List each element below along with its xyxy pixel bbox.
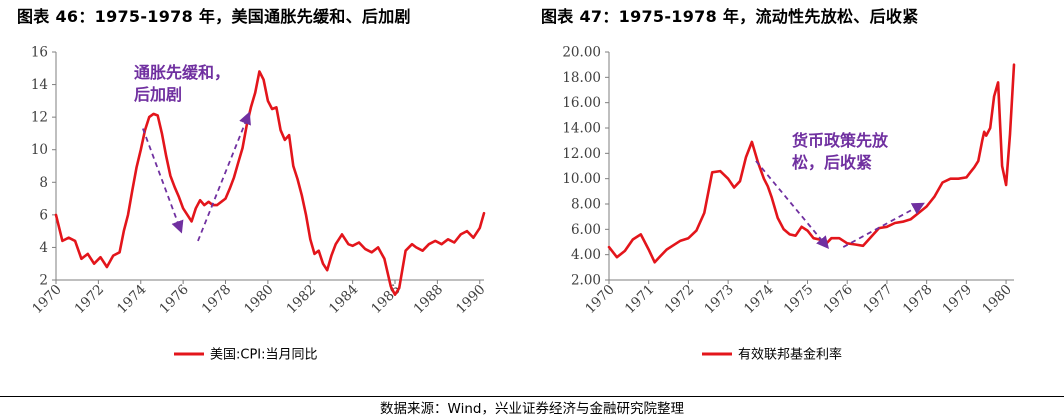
x-tick-label: 1979 [940,282,976,318]
trend-arrow [197,111,251,242]
y-tick-label: 2.00 [571,273,601,289]
x-tick-label: 1976 [820,282,856,318]
trend-arrow [755,160,829,250]
annotation-text: 后加剧 [134,85,182,104]
x-tick-label: 1973 [701,282,737,318]
x-tick-label: 1978 [900,282,936,318]
left-chart-title: 图表 46：1975-1978 年，美国通胀先缓和、后加剧 [17,7,411,26]
x-tick-label: 1975 [781,282,817,318]
trend-arrow [142,128,184,234]
legend-label: 有效联邦基金利率 [738,347,842,363]
annotation-text: 货币政策先放 [792,131,889,150]
y-tick-label: 14.00 [562,121,601,137]
y-tick-label: 6.00 [571,222,601,238]
y-tick-label: 8.00 [571,197,601,213]
trend-arrow [842,202,925,248]
x-tick-label: 1977 [860,282,896,318]
y-tick-label: 14 [31,77,48,93]
y-tick-label: 18.00 [562,70,601,86]
y-tick-label: 20.00 [562,45,601,61]
y-tick-label: 16 [31,45,48,61]
y-tick-label: 4.00 [571,247,601,263]
annotation-text: 松，后收紧 [792,153,872,172]
x-tick-label: 1982 [283,282,319,318]
x-tick-label: 1984 [326,282,362,318]
series-line [54,70,486,296]
y-tick-label: 10 [31,142,48,158]
y-tick-label: 10.00 [562,171,601,187]
y-tick-label: 6 [39,207,48,223]
annotation-text: 通胀先缓和， [134,63,230,82]
source-note: 数据来源：Wind，兴业证券经济与金融研究院整理 [380,401,684,417]
x-tick-label: 1990 [453,282,489,318]
x-tick-label: 1988 [411,282,447,318]
x-tick-label: 1974 [114,282,150,318]
fed-funds-rate-line-chart: 2.00 4.00 6.00 8.00 10.00 12.00 14.00 16.00 18.0… [562,45,1016,363]
x-tick-label: 1971 [622,282,658,318]
y-tick-label: 8 [39,175,48,191]
x-tick-label: 1974 [741,282,777,318]
x-tick-label: 1972 [662,282,698,318]
legend-label: 美国:CPI:当月同比 [210,348,318,363]
x-tick-label: 1970 [29,282,65,318]
x-tick-label: 1980 [241,282,277,318]
right-chart-title: 图表 47：1975-1978 年，流动性先放松、后收紧 [541,7,919,26]
x-tick-label: 1976 [156,282,192,318]
y-tick-label: 4 [39,240,48,256]
source-divider [0,396,1064,397]
cpi-line-chart: 2 4 6 8 10 12 14 16 1970 1972 1974 1976 1978 1980 1982… [29,45,489,363]
y-tick-label: 12.00 [562,146,601,162]
y-tick-label: 2 [39,273,48,289]
y-tick-label: 12 [31,110,48,126]
x-tick-label: 1980 [979,282,1015,318]
x-tick-label: 1972 [72,282,108,318]
y-tick-label: 16.00 [562,95,601,111]
x-tick-label: 1978 [199,282,235,318]
